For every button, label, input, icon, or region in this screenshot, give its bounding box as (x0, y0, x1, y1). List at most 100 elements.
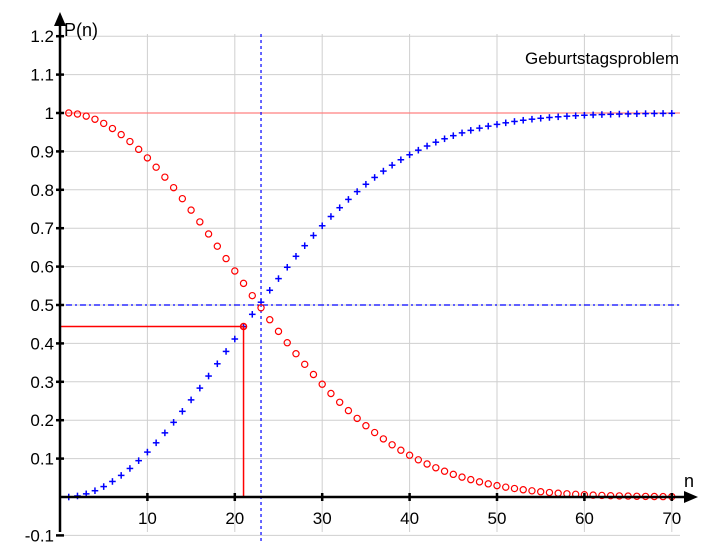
y-axis-arrow (54, 12, 66, 26)
point-plus (362, 180, 370, 188)
point-circle (257, 304, 265, 312)
x-tick-label: 50 (488, 509, 507, 528)
y-axis-label: P(n) (64, 20, 98, 40)
point-circle (213, 242, 222, 250)
point-plus (432, 138, 440, 146)
point-plus (231, 335, 239, 343)
point-plus (528, 115, 536, 123)
point-plus (205, 372, 212, 380)
axes (54, 12, 698, 537)
point-plus (546, 114, 553, 121)
point-circle (423, 460, 431, 468)
point-plus (458, 129, 466, 137)
y-tick-label: 0.3 (30, 373, 54, 392)
point-plus (467, 127, 475, 134)
point-plus (484, 122, 492, 130)
point-circle (266, 316, 274, 324)
point-circle (362, 422, 370, 430)
point-plus (336, 204, 343, 212)
point-plus (196, 384, 204, 392)
point-plus (135, 457, 142, 464)
point-circle (397, 446, 405, 454)
point-circle (169, 183, 178, 192)
point-circle (379, 435, 388, 443)
point-plus (616, 110, 623, 118)
point-circle (187, 206, 195, 214)
y-tick-label: 0.5 (30, 296, 54, 315)
point-plus (415, 146, 422, 154)
point-circle (598, 491, 606, 500)
point-plus (659, 110, 667, 117)
chart-title: Geburtstagsproblem (525, 49, 679, 68)
point-plus (397, 156, 405, 164)
point-circle (440, 467, 449, 475)
y-tick-label: 0.2 (30, 411, 54, 430)
point-circle (301, 360, 309, 369)
point-plus (589, 111, 597, 119)
point-circle (292, 350, 300, 358)
point-circle (309, 370, 318, 379)
point-plus (493, 121, 501, 128)
y-tick-label: 0.4 (30, 334, 54, 353)
point-plus (187, 396, 195, 404)
point-plus (441, 135, 448, 143)
point-circle (152, 163, 160, 171)
y-tick-label: 0.7 (30, 219, 54, 238)
reference-lines (66, 34, 680, 542)
point-plus (371, 174, 378, 181)
point-plus (502, 119, 510, 127)
point-plus (406, 151, 413, 159)
grid-horizontal (60, 35, 680, 536)
point-plus (511, 118, 518, 125)
point-circle (537, 488, 545, 496)
x-tick-label: 60 (575, 509, 594, 528)
x-tick-labels: 10 20 30 40 50 60 70 (138, 509, 681, 528)
point-plus (537, 114, 544, 122)
point-circle (222, 254, 230, 263)
point-circle (204, 230, 213, 238)
point-circle (414, 456, 423, 464)
point-plus (581, 111, 588, 119)
point-plus (266, 286, 274, 294)
point-circle (458, 473, 466, 481)
point-circle (231, 267, 239, 275)
point-circle (405, 451, 414, 459)
point-plus (450, 132, 457, 139)
point-plus (423, 142, 431, 150)
point-circle (449, 470, 457, 479)
point-circle (510, 484, 519, 493)
point-circle (283, 339, 291, 347)
point-circle (484, 480, 492, 488)
point-circle (143, 154, 152, 162)
point-plus (476, 124, 483, 132)
grid-vertical (146, 34, 673, 532)
point-plus (624, 110, 632, 118)
point-circle (502, 483, 510, 491)
point-plus (607, 111, 614, 118)
point-circle (528, 487, 536, 495)
point-circle (327, 389, 335, 398)
x-tick-label: 30 (313, 509, 332, 528)
point-plus (109, 478, 116, 485)
point-plus (170, 419, 177, 426)
point-plus (117, 472, 125, 479)
point-circle (353, 414, 361, 423)
y-tick-label: -0.1 (25, 526, 54, 545)
x-tick-label: 10 (138, 509, 157, 528)
point-circle (475, 478, 484, 486)
point-circle (196, 218, 204, 226)
point-circle (108, 124, 117, 133)
point-plus (668, 110, 676, 117)
point-plus (179, 408, 186, 415)
point-circle (335, 398, 344, 406)
point-circle (388, 441, 396, 449)
point-plus (327, 213, 335, 220)
point-circle (370, 428, 379, 437)
point-plus (642, 110, 649, 117)
point-plus (100, 483, 107, 490)
point-plus (388, 161, 396, 169)
x-tick-label: 20 (225, 509, 244, 528)
point-plus (144, 448, 151, 456)
point-circle (65, 109, 73, 117)
